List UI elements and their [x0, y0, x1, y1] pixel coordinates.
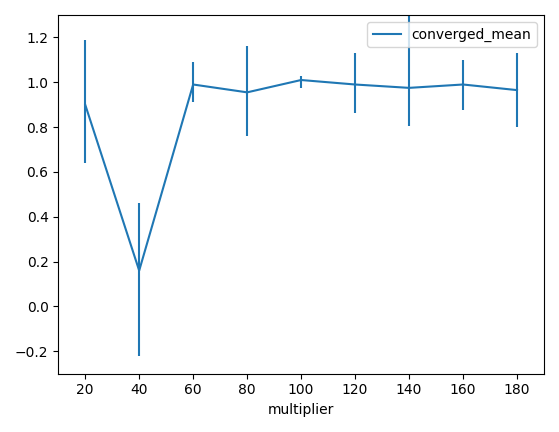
converged_mean — [406, 85, 413, 90]
Legend: converged_mean: converged_mean — [367, 22, 537, 47]
converged_mean — [82, 102, 88, 107]
converged_mean — [136, 268, 143, 273]
Line: converged_mean: converged_mean — [85, 80, 517, 270]
X-axis label: multiplier: multiplier — [268, 403, 334, 417]
converged_mean — [514, 88, 520, 93]
converged_mean — [459, 82, 466, 87]
converged_mean — [352, 82, 358, 87]
converged_mean — [298, 77, 305, 83]
converged_mean — [244, 90, 250, 95]
converged_mean — [190, 82, 197, 87]
